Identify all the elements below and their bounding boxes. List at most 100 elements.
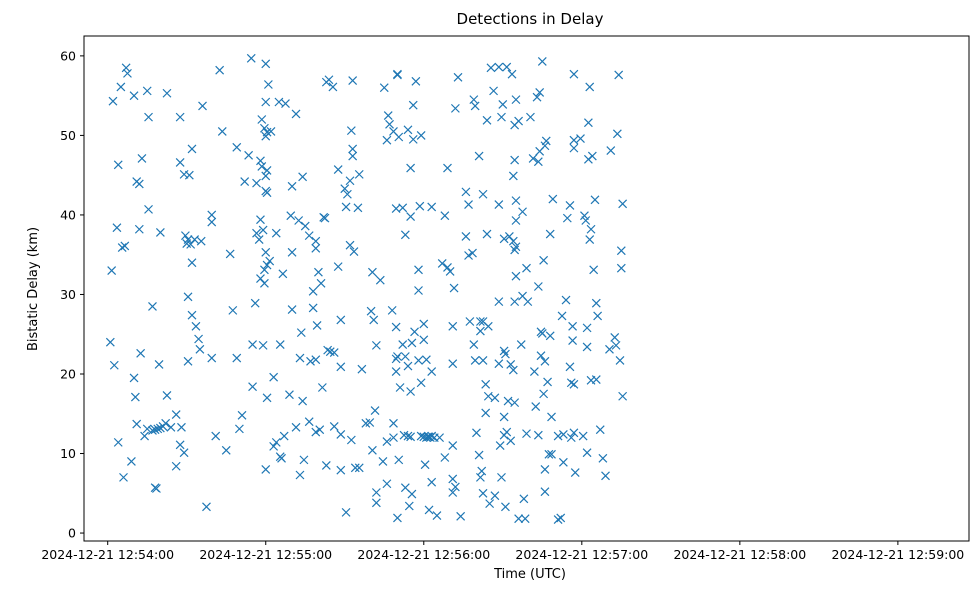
data-point xyxy=(336,430,346,439)
data-point xyxy=(137,154,147,163)
data-point xyxy=(191,321,201,331)
data-point xyxy=(295,353,305,363)
data-point xyxy=(490,491,500,501)
data-point xyxy=(578,431,588,441)
data-point xyxy=(346,435,356,445)
data-point xyxy=(148,426,157,435)
data-point xyxy=(448,359,458,369)
data-point xyxy=(365,418,375,427)
data-point xyxy=(440,453,450,462)
data-point xyxy=(171,461,181,471)
data-point xyxy=(389,433,398,443)
data-point xyxy=(432,511,442,520)
data-point xyxy=(506,436,516,446)
data-point xyxy=(420,460,430,470)
data-point xyxy=(556,513,566,523)
data-point xyxy=(522,263,531,273)
data-point xyxy=(472,428,481,438)
data-point xyxy=(414,356,423,365)
data-point xyxy=(311,427,321,437)
data-point xyxy=(153,424,163,434)
data-point xyxy=(565,200,575,210)
data-point xyxy=(543,377,552,387)
data-point xyxy=(403,431,413,441)
data-point xyxy=(507,69,517,79)
data-point xyxy=(478,189,488,199)
data-point xyxy=(407,338,417,348)
data-point xyxy=(262,393,272,403)
data-point xyxy=(443,263,452,272)
data-point xyxy=(545,229,555,239)
data-point xyxy=(320,213,330,223)
data-point xyxy=(450,482,460,492)
data-point xyxy=(419,335,429,345)
data-point xyxy=(184,170,194,180)
data-point xyxy=(483,321,493,331)
data-point xyxy=(177,422,186,432)
data-point xyxy=(271,228,281,238)
data-point xyxy=(175,440,185,450)
data-point xyxy=(345,240,355,250)
data-point xyxy=(308,286,318,296)
data-point xyxy=(490,393,500,403)
data-point xyxy=(494,297,504,307)
data-point xyxy=(569,379,579,389)
y-axis: 0 10 20 30 40 50 60 xyxy=(60,48,84,541)
data-point xyxy=(336,315,346,325)
data-point xyxy=(450,103,460,113)
y-tick-label: 20 xyxy=(60,366,76,381)
data-point xyxy=(202,502,211,512)
data-point xyxy=(395,383,405,392)
data-point xyxy=(497,112,506,122)
data-point xyxy=(610,332,620,342)
data-point xyxy=(257,162,267,171)
data-point xyxy=(606,146,616,155)
data-point xyxy=(183,292,193,302)
data-point xyxy=(618,391,628,401)
data-point xyxy=(414,286,423,295)
data-point xyxy=(522,429,531,439)
data-point xyxy=(494,359,504,369)
data-point xyxy=(258,225,268,235)
data-point xyxy=(221,445,231,455)
data-point xyxy=(281,99,290,109)
data-point xyxy=(353,203,363,213)
data-point xyxy=(348,76,358,85)
data-point xyxy=(207,353,217,363)
data-point xyxy=(558,430,568,439)
data-point xyxy=(511,95,521,105)
data-point xyxy=(612,129,622,139)
data-point xyxy=(296,328,306,338)
data-point xyxy=(217,127,227,136)
data-point xyxy=(259,278,269,288)
data-point xyxy=(398,203,408,213)
data-point xyxy=(408,134,418,144)
data-point xyxy=(132,419,142,429)
data-point xyxy=(406,387,416,396)
data-point xyxy=(126,457,136,466)
data-point xyxy=(117,243,127,252)
data-point xyxy=(464,251,473,260)
data-point xyxy=(382,437,392,447)
data-point xyxy=(470,101,480,111)
data-point xyxy=(615,356,625,365)
data-point xyxy=(393,352,402,361)
data-point xyxy=(370,406,380,415)
data-point xyxy=(333,165,343,175)
data-point xyxy=(250,298,260,308)
data-point xyxy=(155,228,165,237)
data-point xyxy=(424,505,434,515)
data-point xyxy=(349,247,359,256)
data-point xyxy=(453,72,463,82)
data-point xyxy=(585,82,595,92)
data-point xyxy=(382,479,392,489)
data-point xyxy=(312,321,322,330)
x-axis-label: Time (UTC) xyxy=(493,567,566,582)
data-point xyxy=(348,151,358,161)
data-point xyxy=(391,322,401,332)
data-point xyxy=(248,340,257,349)
data-point xyxy=(400,230,410,240)
data-point xyxy=(477,466,487,476)
data-point xyxy=(421,355,431,365)
